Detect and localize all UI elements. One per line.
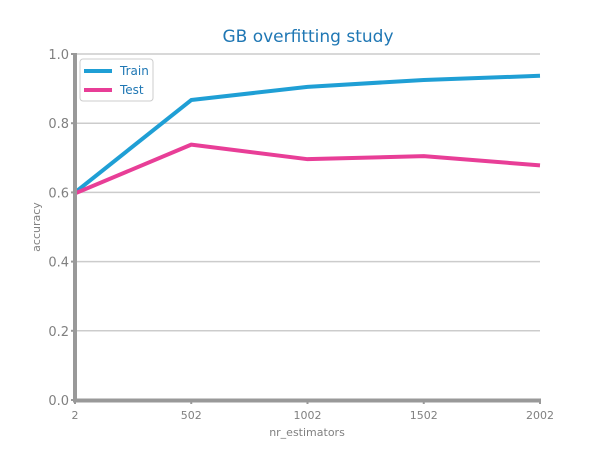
x-axis-ticks: 2 502 1002 1502 2002 (72, 400, 554, 422)
series-line-test (74, 142, 541, 196)
y-tick-label: 0.6 (48, 186, 69, 201)
legend-label-train: Train (119, 64, 149, 78)
legend-label-test: Test (119, 83, 144, 97)
y-tick-label: 0.8 (48, 117, 69, 132)
y-axis-ticks: 0.0 0.2 0.4 0.6 0.8 1.0 (48, 48, 75, 409)
x-tick-label: 2002 (526, 409, 554, 422)
grid-lines (75, 53, 540, 332)
y-tick-label: 1.0 (48, 48, 69, 63)
x-tick-label: 1502 (410, 409, 438, 422)
y-axis-label: accuracy (30, 202, 43, 252)
x-tick-label: 502 (181, 409, 202, 422)
x-tick-label: 1002 (294, 409, 322, 422)
legend: Train Test (79, 58, 154, 102)
x-tick-label: 2 (72, 409, 79, 422)
y-tick-label: 0.4 (48, 256, 69, 271)
y-tick-label: 0.2 (48, 325, 69, 340)
series-lines (73, 73, 541, 196)
chart-title: GB overfitting study (222, 27, 393, 47)
series-line-train (73, 73, 541, 194)
x-axis-label: nr_estimators (269, 426, 345, 439)
y-tick-label: 0.0 (48, 394, 69, 409)
